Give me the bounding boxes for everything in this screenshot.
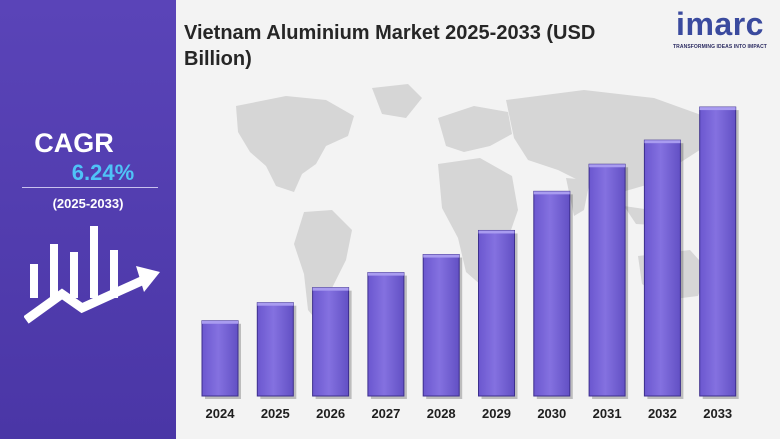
logo-tagline: TRANSFORMING IDEAS INTO IMPACT <box>673 44 767 50</box>
tick-label-2033: 2033 <box>703 406 732 421</box>
bar-cap-2025 <box>257 302 294 306</box>
bar-2027 <box>367 272 405 397</box>
cagr-period: (2025-2033) <box>52 196 124 211</box>
tick-label-2025: 2025 <box>261 406 290 421</box>
bar-2030 <box>533 190 571 397</box>
x-axis-ticks: 2024 2025 2026 2027 2028 2029 2030 2031 2032 2033 <box>206 406 733 421</box>
tick-label-2027: 2027 <box>371 406 400 421</box>
bar-2031 <box>588 163 626 397</box>
logo-wordmark: imarc <box>676 6 764 42</box>
bar-cap-2026 <box>312 287 349 291</box>
tick-label-2026: 2026 <box>316 406 345 421</box>
sidebar: CAGR 6.24% (2025-2033) <box>0 0 176 439</box>
bar-chart: 2024 2025 2026 2027 2028 2029 2030 2031 2032 2033 <box>201 84 739 421</box>
bar-cap-2031 <box>589 164 626 168</box>
bar-cap-2032 <box>644 140 681 144</box>
bar-cap-2024 <box>202 320 238 324</box>
tick-label-2031: 2031 <box>593 406 622 421</box>
chart-title: Vietnam Aluminium Market 2025-2033 (USD … <box>184 22 596 70</box>
bar-2032 <box>643 139 681 397</box>
bar-cap-2028 <box>423 254 460 258</box>
bar-cap-2033 <box>699 107 736 111</box>
bar-2029 <box>478 229 515 397</box>
cagr-value: 6.24% <box>71 160 135 185</box>
bar-2025 <box>256 302 294 397</box>
bar-2024 <box>201 320 239 397</box>
bar-2026 <box>312 287 350 397</box>
bar-cap-2029 <box>478 230 515 234</box>
bar-2028 <box>422 254 460 397</box>
tick-label-2030: 2030 <box>537 406 566 421</box>
imarc-logo: imarc TRANSFORMING IDEAS INTO IMPACT <box>666 6 774 54</box>
world-map-background <box>236 84 708 322</box>
tick-label-2024: 2024 <box>206 406 236 421</box>
bars-layer <box>201 106 739 400</box>
bar-cap-2030 <box>533 191 570 195</box>
tick-label-2028: 2028 <box>427 406 456 421</box>
cagr-label: CAGR <box>34 128 114 158</box>
tick-label-2029: 2029 <box>482 406 511 421</box>
bar-2033 <box>699 106 737 397</box>
bar-cap-2027 <box>367 272 404 276</box>
cagr-divider <box>22 187 158 188</box>
tick-label-2032: 2032 <box>648 406 677 421</box>
growth-chart-icon <box>24 226 160 324</box>
